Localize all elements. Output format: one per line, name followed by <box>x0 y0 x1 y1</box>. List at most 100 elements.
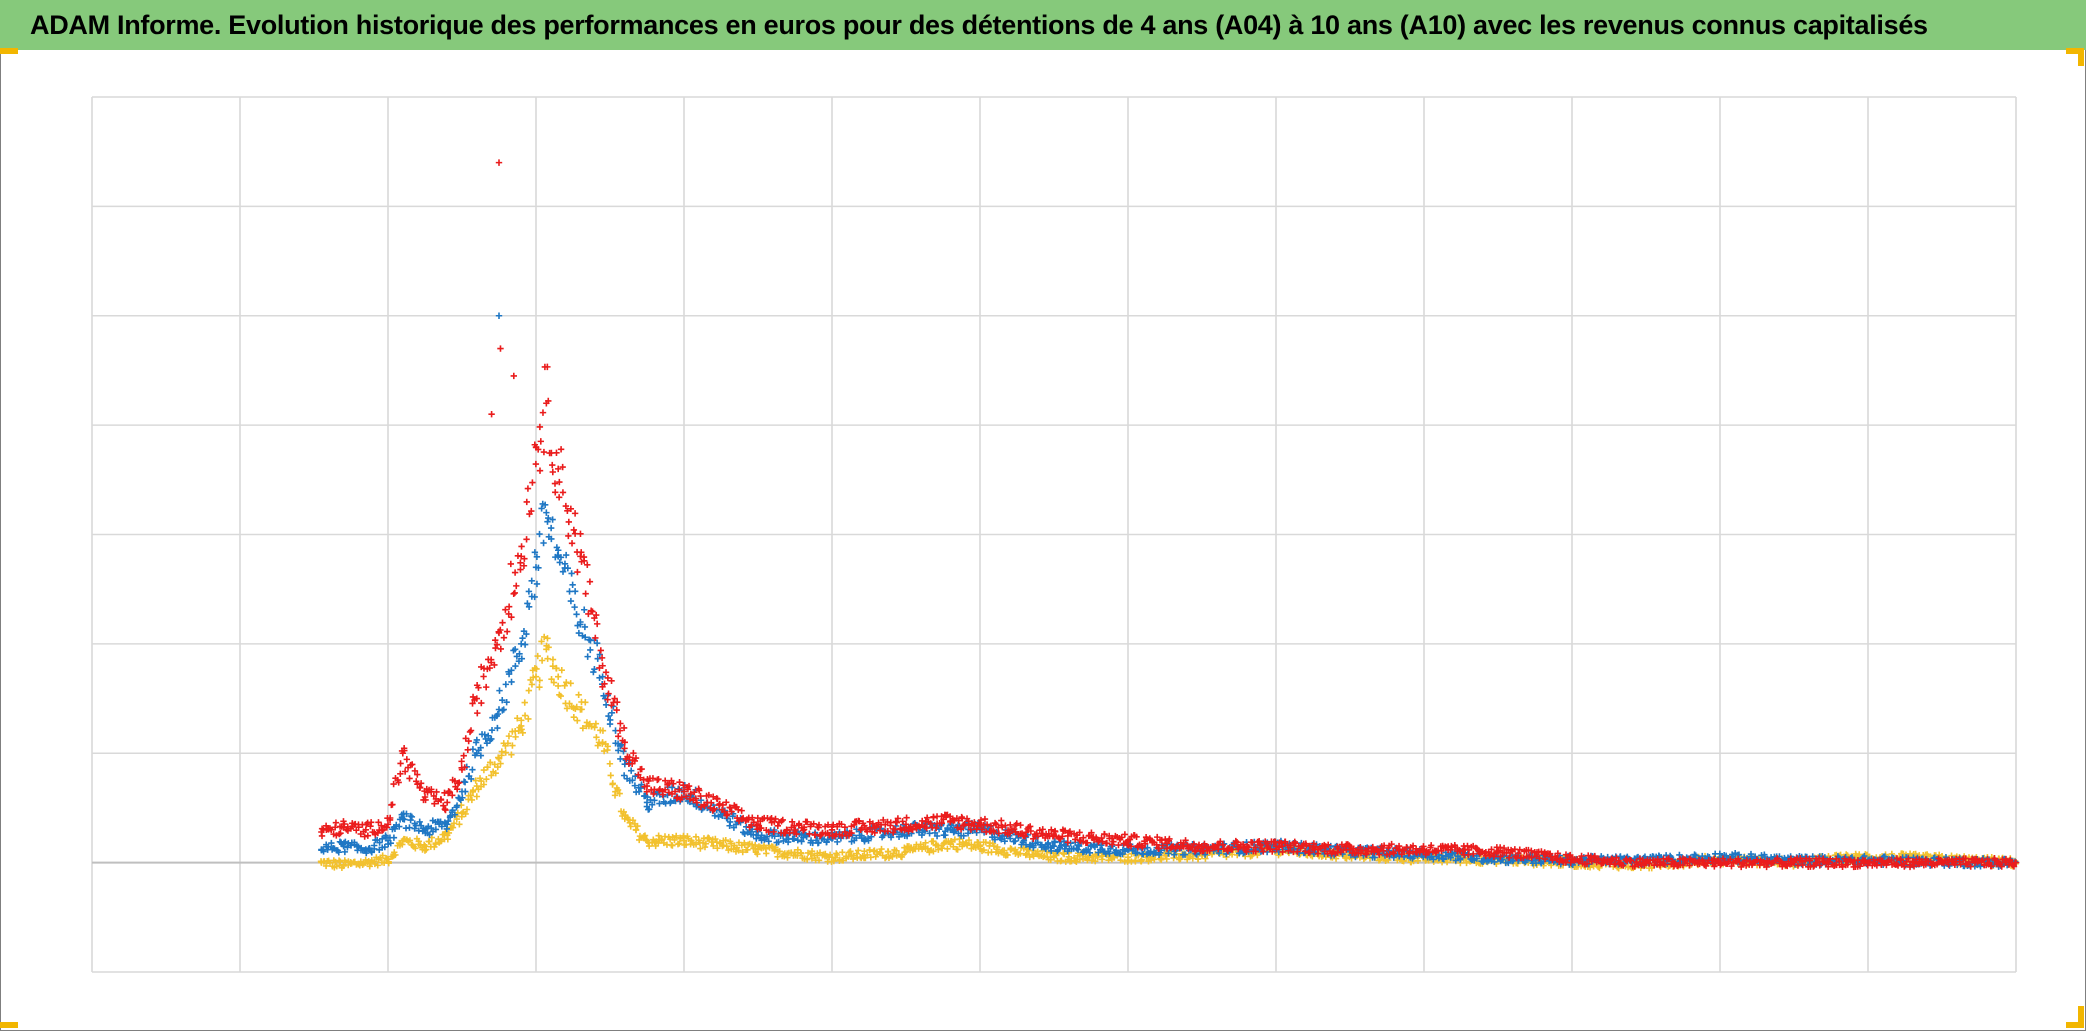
data-point <box>541 501 549 508</box>
data-point <box>1998 863 2005 870</box>
data-point <box>597 647 605 654</box>
data-point <box>800 824 808 831</box>
data-point <box>687 790 694 798</box>
data-point <box>1346 846 1354 853</box>
data-point <box>536 677 543 684</box>
data-point <box>1201 851 1209 858</box>
data-point <box>1269 848 1276 855</box>
corner-mark-top-right-v <box>2078 48 2084 66</box>
data-point <box>2012 859 2020 866</box>
data-point <box>1464 842 1471 850</box>
data-point-outlier <box>510 372 517 380</box>
data-point <box>621 745 628 752</box>
data-point <box>1497 853 1504 860</box>
data-point <box>614 786 622 794</box>
data-point <box>570 526 578 534</box>
data-point <box>474 709 481 717</box>
data-point <box>567 597 575 605</box>
data-point <box>876 827 884 834</box>
data-point <box>1425 857 1432 864</box>
data-point <box>869 820 877 827</box>
data-point <box>1254 851 1261 859</box>
data-point <box>794 836 801 844</box>
data-point <box>562 551 570 559</box>
data-point <box>594 655 601 662</box>
data-point <box>1951 861 1959 869</box>
data-point <box>1210 843 1217 850</box>
data-point <box>362 826 369 834</box>
data-point <box>727 840 735 847</box>
data-point <box>1549 857 1556 864</box>
data-point <box>556 478 563 486</box>
data-point <box>569 581 576 589</box>
data-point <box>1181 851 1189 858</box>
data-point <box>417 780 425 787</box>
data-point <box>965 818 972 825</box>
chart-grid <box>91 96 2017 973</box>
page-title: ADAM Informe. Evolution historique des p… <box>30 9 1928 40</box>
data-point <box>537 438 544 445</box>
data-point <box>1965 858 1973 866</box>
data-point <box>763 850 770 857</box>
data-point <box>444 821 451 828</box>
data-point <box>763 833 771 840</box>
data-point <box>536 467 544 474</box>
data-point <box>630 749 637 757</box>
data-point <box>1844 861 1851 868</box>
data-point <box>1158 856 1165 863</box>
data-point <box>1153 841 1160 848</box>
data-point <box>495 706 503 713</box>
data-point <box>383 824 391 831</box>
data-point <box>426 838 433 845</box>
data-point <box>1007 845 1014 852</box>
data-point <box>1661 861 1669 868</box>
data-point <box>804 856 811 863</box>
data-point <box>599 739 606 746</box>
data-point <box>1576 856 1584 863</box>
data-point <box>411 825 418 832</box>
data-point <box>998 817 1005 824</box>
data-point <box>815 839 822 846</box>
data-point <box>1763 863 1770 871</box>
data-point <box>514 715 521 722</box>
data-point <box>563 679 570 686</box>
data-point <box>444 799 451 806</box>
data-point <box>1163 855 1170 863</box>
data-point <box>494 710 502 718</box>
data-point <box>529 479 536 486</box>
data-point <box>426 831 433 838</box>
data-point <box>1075 842 1083 850</box>
data-point <box>493 641 501 648</box>
data-point <box>947 817 954 825</box>
data-point <box>806 830 813 838</box>
data-point <box>384 856 392 863</box>
data-point <box>621 815 628 823</box>
data-point <box>461 779 469 786</box>
data-point <box>1245 844 1253 851</box>
data-point <box>643 799 651 806</box>
data-point <box>893 819 901 826</box>
data-point <box>749 814 756 821</box>
data-point <box>978 826 986 833</box>
data-point <box>469 786 477 794</box>
data-point <box>616 790 623 797</box>
data-point <box>486 664 493 672</box>
data-point <box>727 804 734 812</box>
data-point <box>534 652 541 660</box>
data-point <box>406 837 414 844</box>
data-point <box>1735 851 1743 858</box>
data-point <box>465 737 472 745</box>
data-point <box>559 568 567 575</box>
data-point <box>889 853 896 860</box>
data-point <box>375 819 382 826</box>
data-point <box>1310 840 1318 847</box>
data-point <box>518 553 525 560</box>
data-point <box>499 707 506 714</box>
data-point <box>596 651 603 658</box>
data-point <box>511 569 519 576</box>
data-point <box>982 839 990 846</box>
data-point <box>340 824 347 831</box>
data-point <box>960 832 967 840</box>
data-point <box>792 826 799 834</box>
data-point <box>1486 851 1494 859</box>
